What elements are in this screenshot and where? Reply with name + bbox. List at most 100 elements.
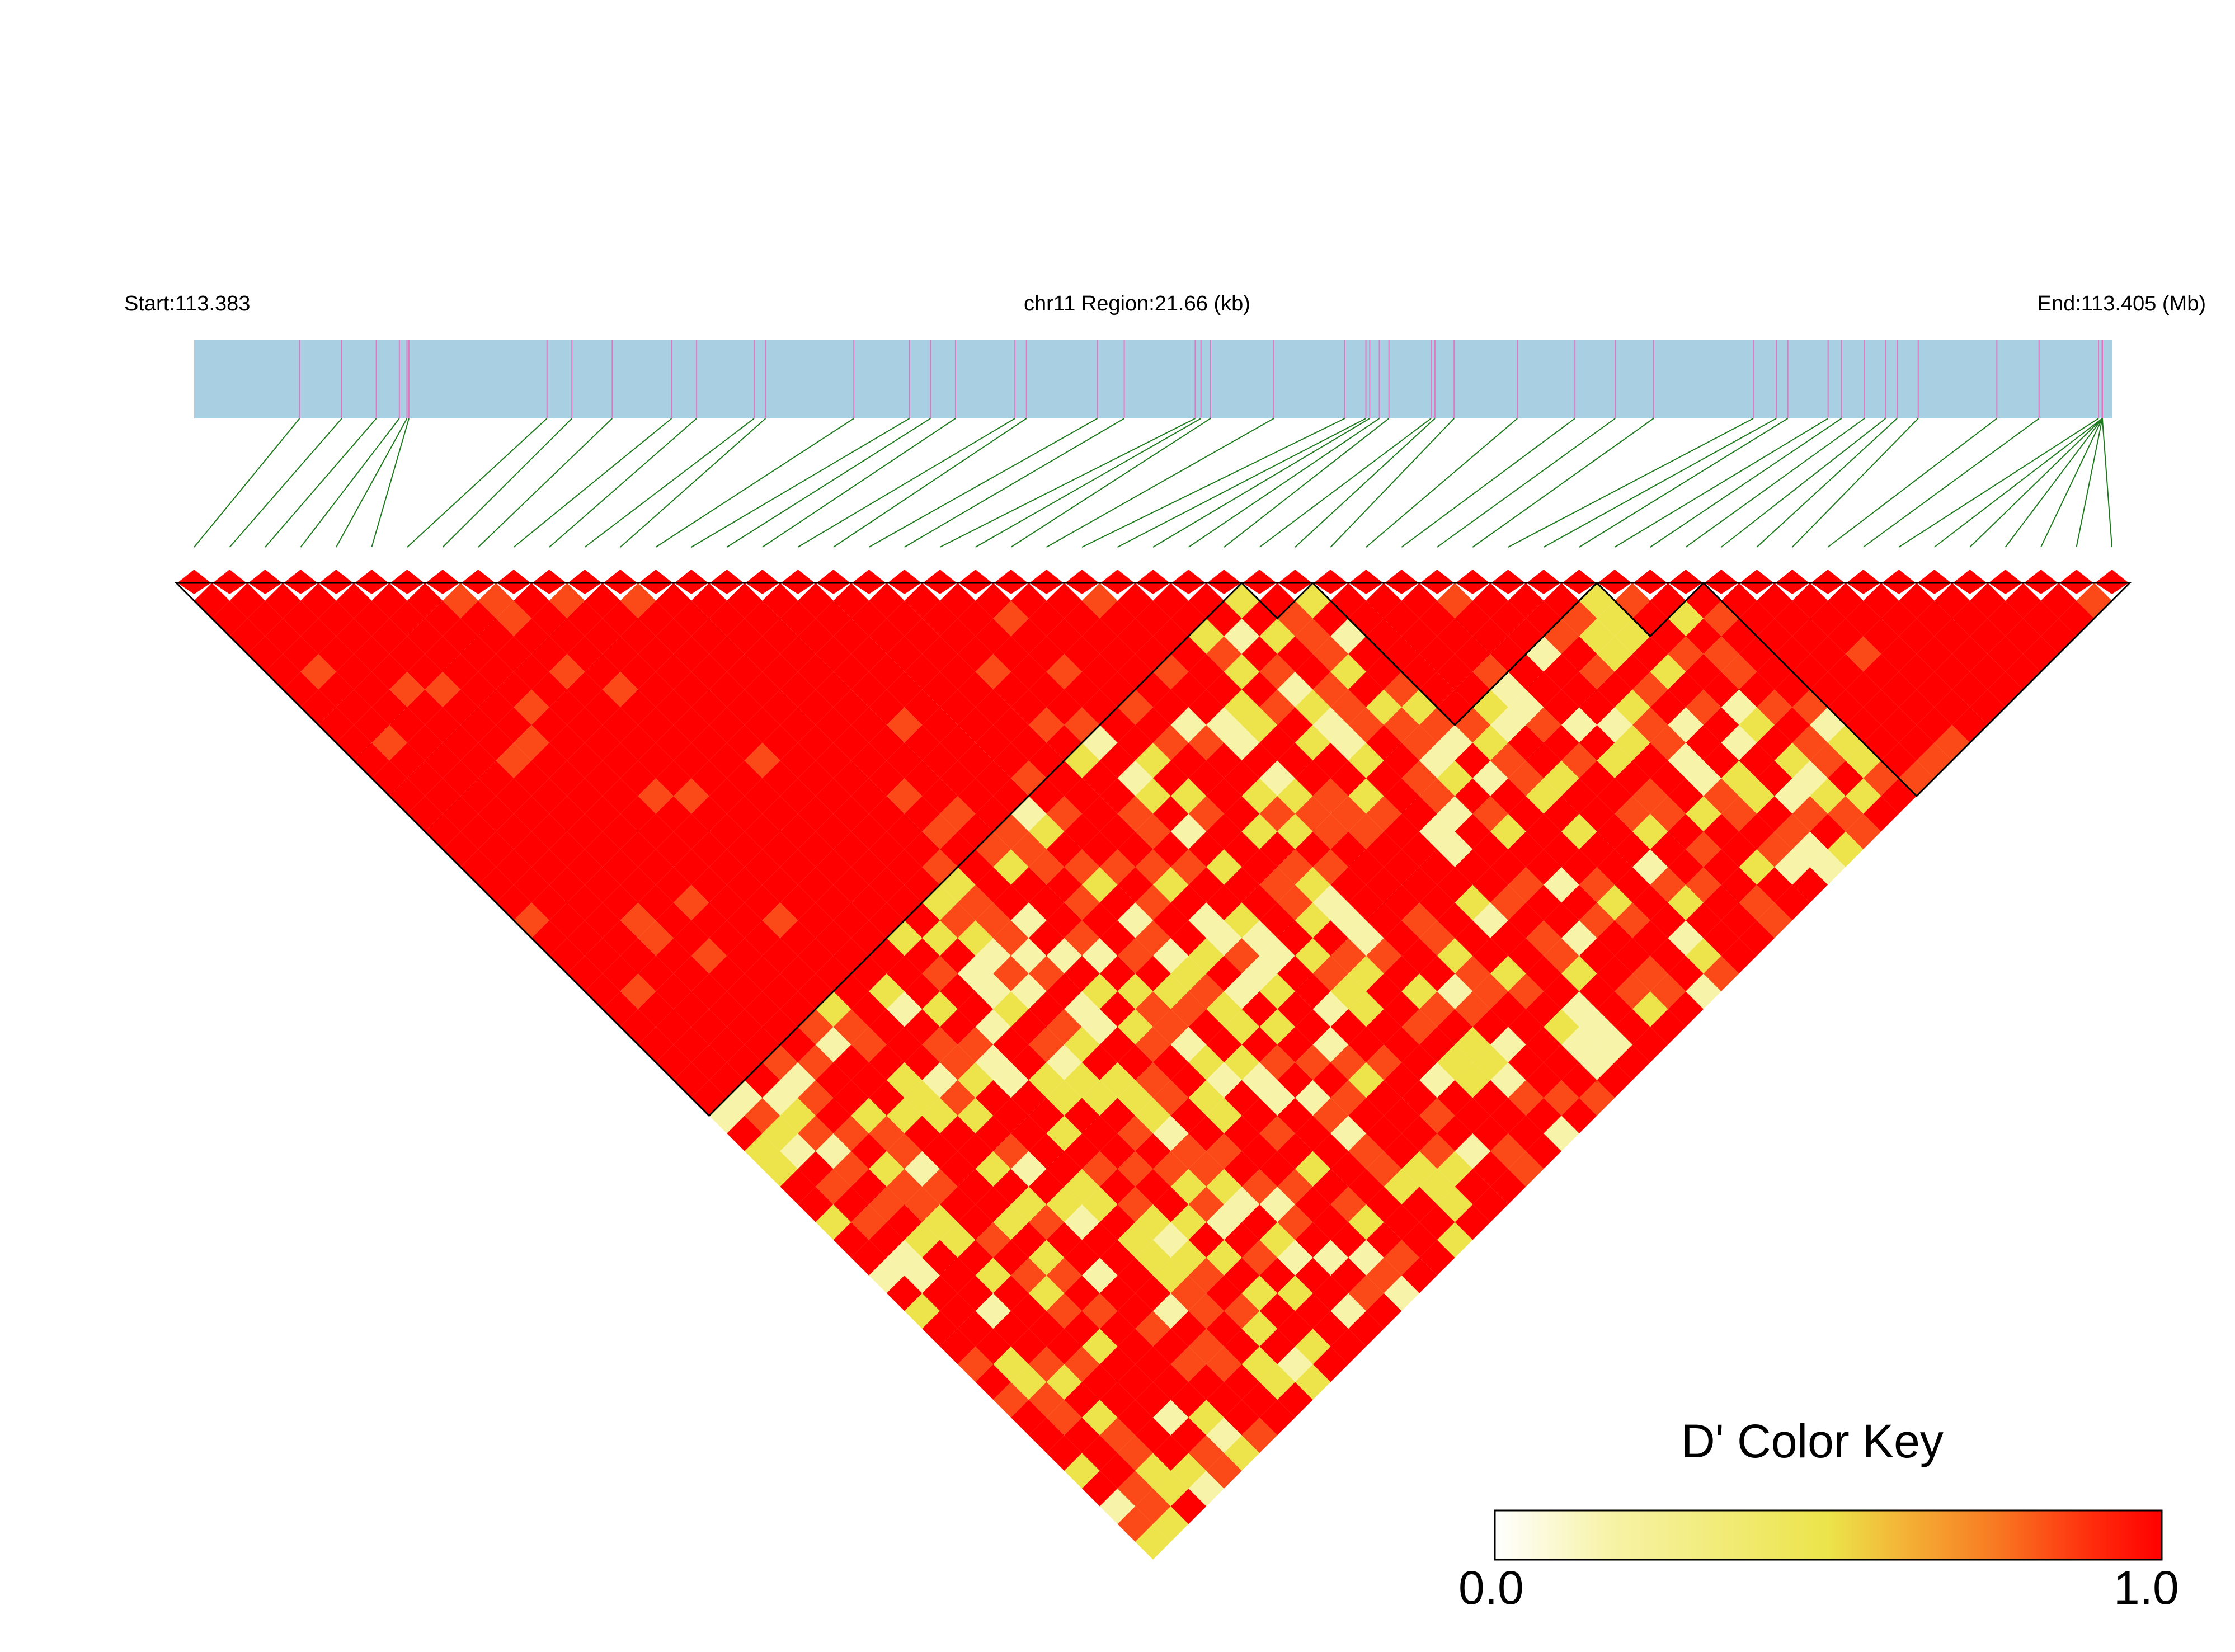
snp-marker — [887, 570, 921, 594]
ld-cell — [1241, 1062, 1278, 1098]
ld-cell — [247, 600, 283, 637]
snp-connector — [1898, 418, 2099, 548]
ld-cell — [1490, 707, 1526, 743]
snp-connector — [549, 418, 697, 548]
ld-cell — [833, 1151, 869, 1187]
ld-cell — [1330, 1116, 1366, 1151]
ld-cell — [371, 724, 407, 761]
snp-marker — [745, 570, 779, 594]
ld-cell — [940, 689, 976, 725]
ld-cell — [585, 724, 620, 761]
snp-marker — [1029, 570, 1064, 594]
ld-cell — [940, 1187, 976, 1222]
ld-cell — [975, 1116, 1011, 1151]
ld-cell — [585, 583, 620, 619]
ld-cell — [496, 742, 532, 779]
ld-cell — [1241, 1204, 1278, 1240]
snp-marker — [923, 570, 957, 594]
ld-cell — [940, 973, 976, 1009]
snp-connector — [2040, 418, 2103, 548]
ld-cell — [1490, 1169, 1526, 1204]
ld-cell — [496, 849, 532, 885]
ld-cell — [1064, 778, 1100, 814]
ld-cell — [1064, 1169, 1100, 1204]
snp-connector — [1366, 418, 1518, 548]
ld-cell — [443, 689, 478, 725]
ld-cell — [1490, 778, 1526, 814]
snp-connector — [1081, 418, 1345, 548]
snp-connector — [1685, 418, 1865, 548]
snp-marker — [1846, 570, 1880, 594]
ld-cell — [1437, 1116, 1473, 1151]
snp-connector — [726, 418, 931, 548]
ld-cell — [585, 973, 620, 1009]
ld-cell — [1241, 920, 1278, 956]
color-key-title: D' Color Key — [1681, 1415, 1944, 1467]
ld-cell — [833, 1222, 869, 1258]
ld-cell — [1241, 778, 1278, 814]
snp-connector — [2101, 418, 2112, 548]
snp-marker — [1314, 570, 1348, 594]
ld-cell — [585, 831, 620, 867]
snp-connector — [1543, 418, 1777, 548]
snp-tick-group — [299, 340, 2103, 418]
snp-connector — [1152, 418, 1370, 548]
ld-cell — [265, 653, 301, 690]
ld-cell — [1241, 1169, 1278, 1204]
snp-connector — [1472, 418, 1654, 548]
snp-connector — [1827, 418, 1997, 548]
snp-connector — [1969, 418, 2103, 548]
snp-marker — [1881, 570, 1916, 594]
ld-block-outline — [1701, 582, 2132, 798]
ld-cell — [1970, 689, 2006, 725]
snp-marker — [461, 570, 496, 594]
snp-marker — [1704, 570, 1738, 594]
snp-marker — [710, 570, 744, 594]
ld-cell — [1241, 636, 1278, 672]
ld-cell — [940, 1151, 976, 1187]
ld-cell — [1721, 760, 1757, 796]
ld-cell — [1064, 884, 1100, 921]
snp-marker — [532, 570, 566, 594]
snp-marker — [674, 570, 708, 594]
ld-block-outline — [1311, 582, 1599, 727]
ld-cell — [1241, 600, 1278, 637]
snp-connector — [1259, 418, 1432, 548]
color-key-min-label: 0.0 — [1458, 1561, 1524, 1614]
snp-marker — [319, 570, 354, 594]
ld-cell — [1241, 742, 1278, 779]
ld-cell-group — [194, 583, 2112, 1560]
snp-connector — [300, 418, 400, 548]
ld-cell — [1064, 1027, 1100, 1062]
ld-cell — [1490, 600, 1526, 637]
ld-cell — [1490, 884, 1526, 921]
ld-cell — [1064, 1240, 1100, 1276]
snp-marker — [426, 570, 460, 594]
ld-cell — [1064, 1346, 1100, 1382]
ld-cell — [709, 742, 745, 779]
snp-connector — [1188, 418, 1380, 548]
snp-connector — [939, 418, 1196, 548]
snp-connector — [1010, 418, 1211, 548]
ld-cell — [1970, 653, 2006, 690]
ld-cell — [1241, 956, 1278, 992]
snp-marker — [390, 570, 425, 594]
ld-cell — [833, 618, 869, 654]
ld-cell — [833, 653, 869, 690]
ld-cell — [585, 760, 620, 796]
snp-connector — [584, 418, 755, 548]
region-start-label: Start:113.383 — [124, 292, 251, 316]
snp-connector — [1401, 418, 1575, 548]
snp-connector — [1508, 418, 1754, 548]
ld-cell — [833, 796, 869, 832]
ld-cell — [833, 583, 869, 619]
snp-connector — [2076, 418, 2103, 548]
ld-cell — [1490, 1062, 1526, 1098]
snp-marker — [1171, 570, 1206, 594]
ld-cell — [833, 867, 869, 903]
ld-cell — [1508, 1116, 1544, 1151]
ld-cell — [1668, 991, 1704, 1027]
ld-cell — [1064, 1382, 1100, 1418]
ld-cell — [709, 1062, 745, 1098]
snp-marker — [284, 570, 318, 594]
